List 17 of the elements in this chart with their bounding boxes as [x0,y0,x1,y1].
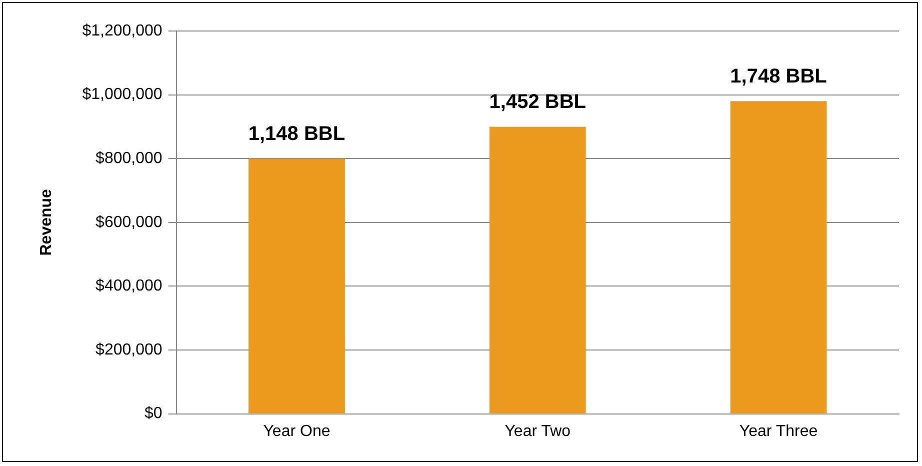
y-tick-label: $800,000 [96,150,162,168]
y-tick-label: $200,000 [96,341,162,358]
annotation: 1,452 BBL [489,91,586,114]
bar [489,126,586,414]
annotation: 1,148 BBL [248,123,346,146]
y-tick-label: $1,000,000 [82,86,162,104]
x-tick-label: Year Three [739,422,818,440]
annotation: 1,748 BBL [730,66,827,88]
bar [248,158,345,414]
bar [730,101,827,414]
y-axis-title: Revenue [38,188,56,256]
x-tick-label: Year One [263,422,330,440]
y-tick-label: $400,000 [96,278,162,295]
y-tick-label: $1,200,000 [82,22,162,40]
y-tick-label: $600,000 [96,214,162,231]
x-tick-label: Year Two [504,422,571,440]
y-tick-label: $0 [144,405,162,422]
